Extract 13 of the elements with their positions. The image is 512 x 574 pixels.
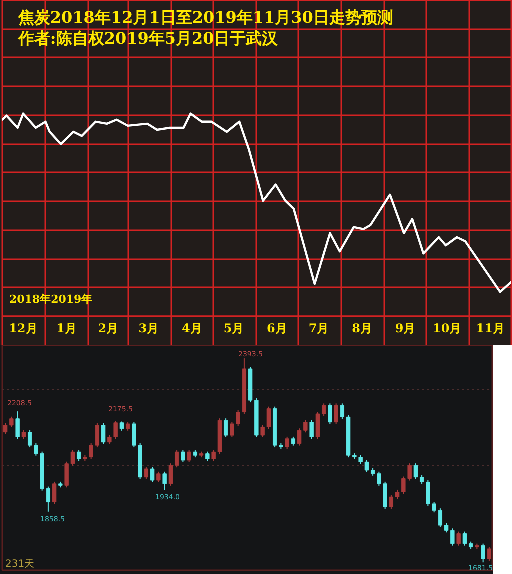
x-tick-label: 3月 [138,322,160,336]
x-tick-label: 9月 [395,322,416,336]
x-tick-label: 8月 [352,322,372,336]
x-tick-label: 12月 [9,322,38,336]
x-tick-label: 6月 [267,322,288,336]
x-tick-label: 7月 [308,322,330,336]
annotation: 231天 [6,559,35,570]
x-tick-label: 1月 [56,322,77,336]
x-tick-label: 2月 [98,322,119,336]
x-tick-label: 5月 [224,322,244,336]
x-tick-label: 10月 [433,322,462,336]
x-tick-label: 4月 [182,322,202,336]
x-tick-label: 11月 [476,322,505,336]
